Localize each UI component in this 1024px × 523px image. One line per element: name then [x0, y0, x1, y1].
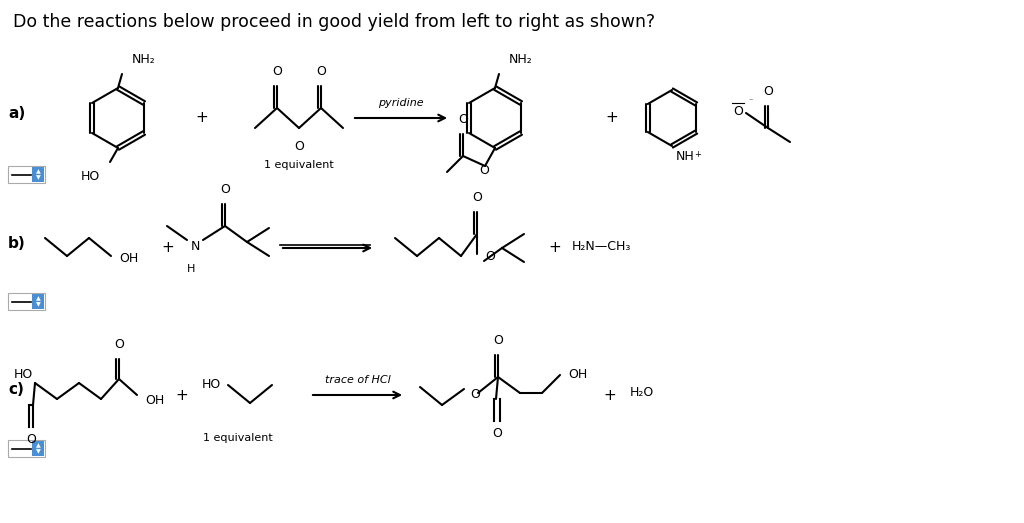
Text: +: +: [605, 110, 618, 126]
Text: +: +: [176, 388, 188, 403]
Bar: [8, 166, 45, 183]
Text: ▼: ▼: [36, 450, 40, 454]
Text: c): c): [8, 382, 24, 397]
Text: ▲: ▲: [36, 169, 40, 175]
Text: +: +: [603, 388, 616, 403]
Text: OH: OH: [145, 394, 164, 407]
Text: 1 equivalent: 1 equivalent: [264, 160, 334, 170]
Text: O: O: [733, 105, 743, 118]
Bar: [8, 440, 45, 457]
Text: O: O: [763, 85, 773, 98]
Text: O: O: [294, 140, 304, 153]
Bar: [32, 441, 44, 456]
Text: 1 equivalent: 1 equivalent: [203, 433, 272, 443]
Text: O: O: [472, 191, 482, 204]
Text: O: O: [470, 388, 480, 401]
Bar: [32, 167, 44, 182]
Bar: [32, 294, 44, 309]
Text: NH: NH: [676, 150, 694, 163]
Text: O: O: [494, 334, 503, 347]
Text: HO: HO: [13, 369, 33, 381]
Text: H₂O: H₂O: [630, 386, 654, 400]
Text: O: O: [479, 164, 489, 176]
Text: OH: OH: [568, 369, 587, 381]
Text: +: +: [694, 150, 700, 159]
Text: trace of HCl: trace of HCl: [325, 375, 390, 385]
Text: O: O: [272, 65, 282, 78]
Text: ▼: ▼: [36, 303, 40, 308]
Text: O: O: [493, 427, 502, 440]
Bar: [8, 293, 45, 310]
Text: O: O: [316, 65, 326, 78]
Text: O: O: [485, 249, 495, 263]
Text: OH: OH: [119, 252, 138, 265]
Text: +: +: [196, 110, 208, 126]
Text: ▲: ▲: [36, 297, 40, 301]
Text: +: +: [162, 241, 174, 256]
Text: O: O: [220, 183, 230, 196]
Text: HO: HO: [202, 379, 221, 392]
Text: N: N: [190, 240, 200, 253]
Text: H₂N—CH₃: H₂N—CH₃: [572, 240, 632, 253]
Text: Do the reactions below proceed in good yield from left to right as shown?: Do the reactions below proceed in good y…: [13, 13, 655, 31]
Text: H: H: [186, 264, 196, 274]
Text: NH₂: NH₂: [509, 53, 532, 66]
Text: O: O: [458, 113, 468, 126]
Text: b): b): [8, 235, 26, 251]
Text: ⁻: ⁻: [748, 97, 753, 106]
Text: O: O: [26, 433, 36, 446]
Text: pyridine: pyridine: [378, 98, 424, 108]
Text: NH₂: NH₂: [132, 53, 156, 66]
Text: HO: HO: [81, 170, 100, 183]
Text: O: O: [114, 338, 124, 351]
Text: ▲: ▲: [36, 444, 40, 448]
Text: +: +: [549, 241, 561, 256]
Text: a): a): [8, 106, 26, 120]
Text: ▼: ▼: [36, 176, 40, 181]
